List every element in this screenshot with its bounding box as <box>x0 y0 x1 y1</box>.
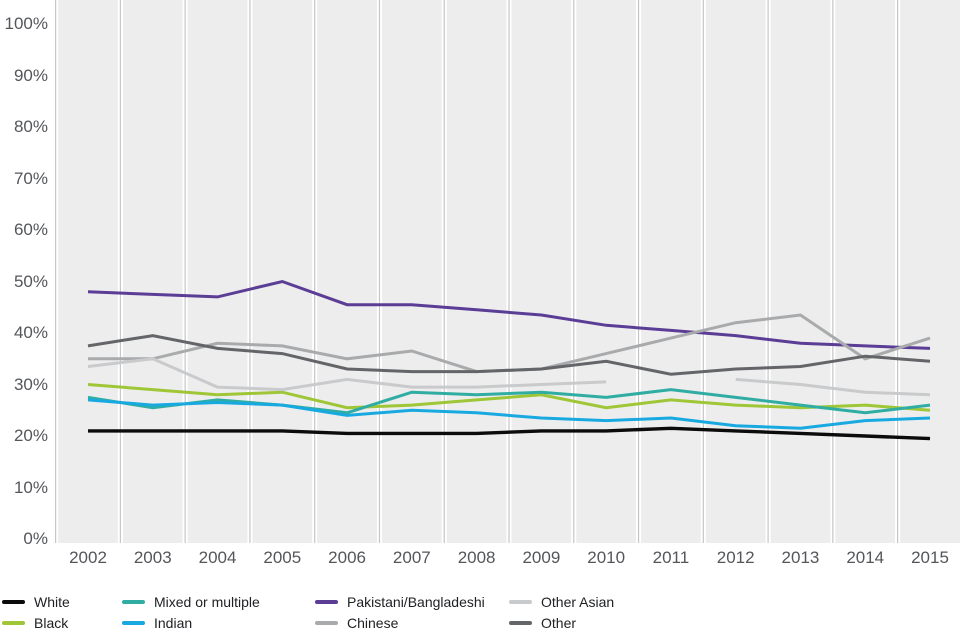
series-line-other-asian <box>87 357 931 397</box>
legend-label: Black <box>34 615 69 631</box>
year-band-separator-line <box>832 0 834 543</box>
year-band-separator-line <box>119 0 121 543</box>
year-band-separator-line <box>573 0 575 543</box>
legend-label: Other <box>541 615 577 631</box>
legend-swatch-mixed-or-multiple <box>122 600 145 604</box>
y-axis-tick-label: 40% <box>13 323 48 342</box>
legend-swatch-indian <box>122 621 145 625</box>
legend-swatch-pakistani-bangladeshi <box>315 600 338 604</box>
legend-label: Pakistani/Bangladeshi <box>347 594 485 610</box>
y-axis-tick-label: 70% <box>13 168 48 188</box>
y-axis-tick-label: 50% <box>13 271 48 291</box>
series-line-mixed-or-multiple <box>87 388 931 415</box>
legend-item-pakistani-bangladeshi: Pakistani/Bangladeshi <box>315 594 485 610</box>
x-axis-tick-label: 2007 <box>392 548 431 567</box>
y-axis-tick-label: 80% <box>13 117 48 136</box>
legend-item-other: Other <box>509 615 576 631</box>
series-line-pakistani-bangladeshi <box>87 279 931 350</box>
x-axis-tick-label: 2008 <box>457 548 496 567</box>
y-axis-tick-label: 0% <box>23 529 48 548</box>
legend-label: Mixed or multiple <box>154 594 260 610</box>
legend-swatch-chinese <box>315 621 338 625</box>
x-axis-tick-label: 2009 <box>522 548 561 567</box>
legend-item-black: Black <box>2 615 68 631</box>
y-axis-tick-label: 100% <box>4 14 48 33</box>
legend-swatch-black <box>2 621 25 625</box>
year-band-separator-line <box>897 0 899 543</box>
year-band-separator-line <box>443 0 445 543</box>
year-band-separator-line <box>314 0 316 543</box>
series-line-white <box>88 426 931 441</box>
legend-swatch-other <box>509 621 532 625</box>
y-axis-tick-label: 20% <box>13 426 48 445</box>
y-axis-tick-label: 60% <box>13 220 48 239</box>
y-axis-tick-label: 30% <box>13 374 48 394</box>
year-band-separator-line <box>249 0 251 543</box>
year-band-separator-line <box>184 0 186 543</box>
legend-swatch-white <box>2 600 25 604</box>
year-band-separator-line <box>637 0 640 543</box>
x-axis-tick-label: 2005 <box>263 548 302 567</box>
year-band-separator-line <box>508 0 510 543</box>
x-axis-tick-label: 2010 <box>587 548 626 567</box>
year-band-separator-line <box>702 0 704 543</box>
plot-background <box>53 0 960 543</box>
x-axis-tick-label: 2003 <box>133 548 172 567</box>
x-axis-tick-label: 2015 <box>911 548 949 567</box>
series-line-other <box>87 334 931 376</box>
legend-item-other-asian: Other Asian <box>509 594 614 610</box>
legend-item-mixed-or-multiple: Mixed or multiple <box>122 594 260 610</box>
year-band-separator-line <box>767 0 769 543</box>
legend-label: Indian <box>154 615 193 631</box>
legend-label: Chinese <box>347 615 399 631</box>
x-axis-tick-label: 2006 <box>328 548 366 567</box>
x-axis-tick-label: 2004 <box>198 548 237 567</box>
series-line-indian <box>87 398 931 430</box>
y-axis-tick-label: 10% <box>13 477 48 497</box>
legend-swatch-other-asian <box>509 600 532 604</box>
year-band-separator-line <box>378 0 381 543</box>
legend-item-chinese: Chinese <box>315 615 398 631</box>
x-axis-tick-label: 2014 <box>846 548 885 567</box>
y-axis-tick-label: 90% <box>13 65 48 85</box>
series-line-black <box>87 383 931 412</box>
x-axis-tick-label: 2002 <box>69 548 107 567</box>
x-axis-tick-label: 2012 <box>716 548 755 567</box>
legend-item-white: White <box>2 594 70 610</box>
legend-label: Other Asian <box>541 594 615 610</box>
year-band-separator-line <box>55 0 57 543</box>
x-axis-tick-label: 2013 <box>781 548 820 567</box>
plot-area <box>53 0 960 543</box>
legend-label: White <box>34 594 70 610</box>
legend-item-indian: Indian <box>122 615 192 631</box>
x-axis-tick-label: 2011 <box>652 548 690 567</box>
